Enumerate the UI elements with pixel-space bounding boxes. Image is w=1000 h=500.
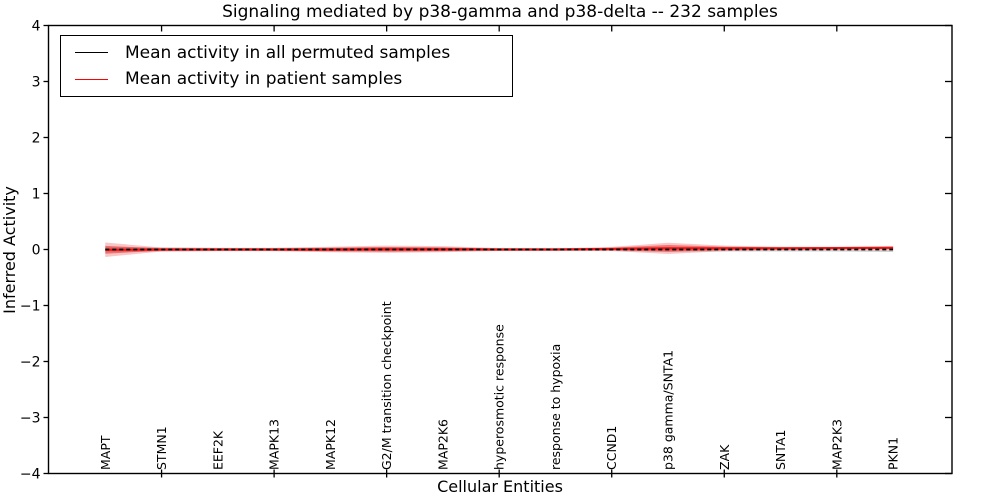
legend-label: Mean activity in all permuted samples (125, 42, 451, 63)
legend-line-sample-black (75, 52, 108, 54)
y-tick-label: 2 (32, 131, 41, 147)
y-axis-label: Inferred Activity (0, 186, 19, 314)
y-tick-label: 3 (32, 75, 41, 91)
x-tick-label: MAPT (98, 435, 113, 470)
legend-item-patient: Mean activity in patient samples (75, 69, 512, 89)
legend-line-sample-red (75, 78, 108, 80)
x-tick-label: EEF2K (210, 430, 225, 470)
y-tick-label: −2 (20, 355, 41, 371)
y-tick-label: −3 (20, 411, 41, 427)
y-tick-label: 4 (32, 19, 41, 35)
x-tick-label: response to hypoxia (548, 344, 563, 470)
x-tick-label: hyperosmotic response (492, 324, 507, 470)
x-tick-label: MAPK12 (323, 419, 338, 470)
x-tick-label: p38 gamma/SNTA1 (661, 350, 676, 470)
x-tick-label: MAPK13 (267, 419, 282, 470)
chart-title: Signaling mediated by p38-gamma and p38-… (222, 2, 778, 22)
x-axis-label: Cellular Entities (437, 477, 563, 496)
y-tick-label: 1 (32, 187, 41, 203)
x-tick-label: MAP2K6 (435, 419, 450, 470)
x-tick-label: PKN1 (886, 437, 901, 470)
y-tick-label: −4 (20, 467, 41, 483)
x-tick-label: G2/M transition checkpoint (379, 301, 394, 470)
x-tick-label: ZAK (717, 444, 732, 470)
y-tick-label: 0 (32, 243, 41, 259)
legend: Mean activity in all permuted samples Me… (60, 35, 513, 97)
legend-label: Mean activity in patient samples (125, 69, 403, 90)
x-tick-label: SNTA1 (773, 430, 788, 470)
legend-item-permuted: Mean activity in all permuted samples (75, 43, 512, 63)
x-tick-label: STMN1 (154, 426, 169, 470)
x-tick-label: CCND1 (604, 426, 619, 470)
y-tick-label: −1 (20, 299, 41, 315)
x-tick-label: MAP2K3 (829, 419, 844, 470)
